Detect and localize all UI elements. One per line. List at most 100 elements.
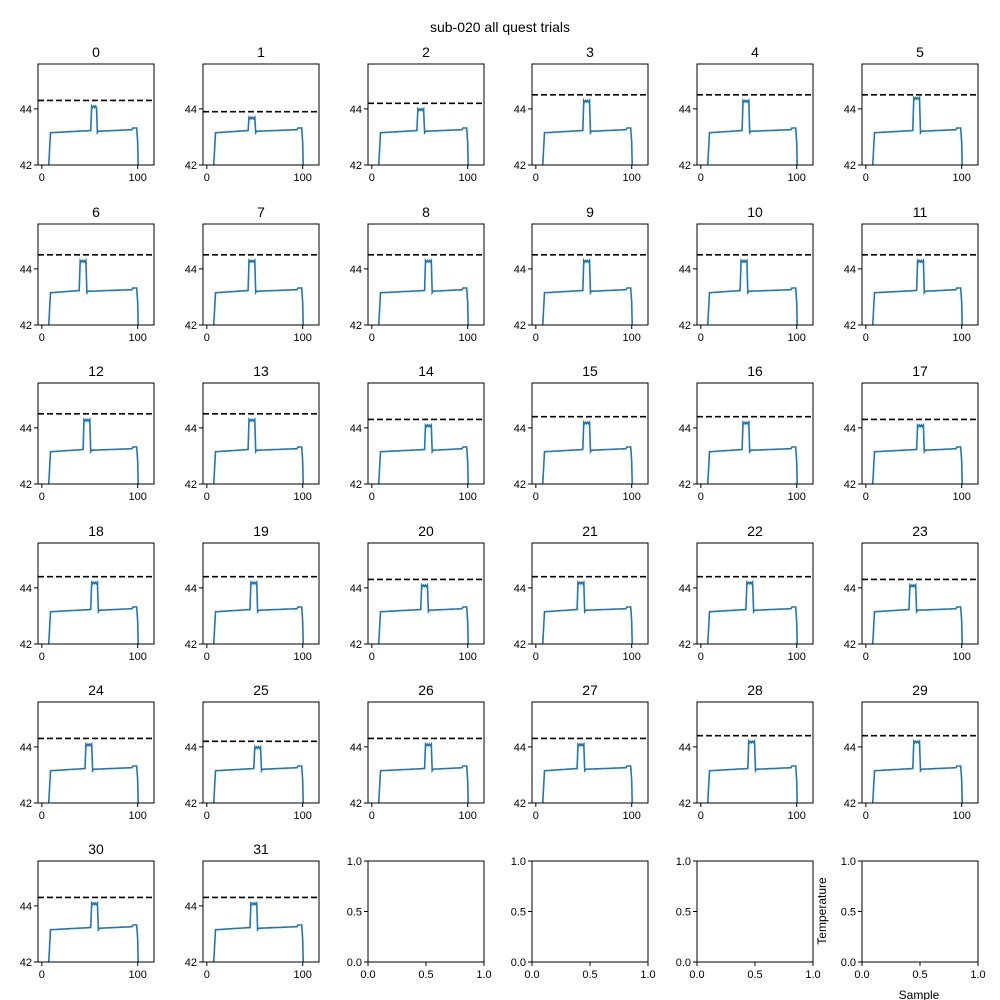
- x-tick-label: 100: [294, 810, 312, 822]
- x-tick-label: 0.0: [854, 969, 869, 981]
- y-tick-label: 44: [514, 742, 526, 754]
- x-tick-label: 0: [369, 651, 375, 663]
- y-tick-label: 44: [844, 583, 856, 595]
- y-tick-label: 42: [844, 798, 856, 810]
- x-tick-label: 100: [294, 332, 312, 344]
- temperature-trace: [377, 582, 470, 644]
- x-tick-label: 0.5: [747, 969, 762, 981]
- y-tick-label: 42: [679, 479, 691, 491]
- x-tick-label: 100: [294, 172, 312, 184]
- y-tick-label: 44: [679, 423, 691, 435]
- x-tick-label: 100: [953, 172, 971, 184]
- x-tick-label: 0.5: [418, 969, 433, 981]
- x-tick-label: 100: [129, 651, 147, 663]
- subplot: 0.00.0 0.5 0.5 1.0 1.0: [676, 856, 821, 981]
- x-tick-label: 100: [953, 810, 971, 822]
- x-tick-label: 100: [788, 172, 806, 184]
- x-tick-label: 1.0: [640, 969, 655, 981]
- x-tick-label: 0.5: [582, 969, 597, 981]
- x-tick-label: 100: [788, 332, 806, 344]
- x-tick-label: 100: [294, 491, 312, 503]
- x-tick-label: 0: [533, 651, 539, 663]
- axes-frame: [696, 63, 814, 166]
- subplot: 17 42 44 0 100: [844, 363, 979, 503]
- y-tick-label: 44: [844, 104, 856, 116]
- subplot-title: 19: [253, 523, 269, 539]
- axes-frame: [861, 223, 979, 326]
- x-tick-label: 100: [129, 332, 147, 344]
- temperature-trace: [871, 582, 964, 644]
- x-tick-label: 0: [204, 651, 210, 663]
- subplot: 31 42 44 0 100: [185, 841, 320, 981]
- subplot: 30 42 44 0 100: [20, 841, 155, 981]
- temperature-trace: [871, 422, 964, 484]
- subplot: 1 42 44 0 100: [185, 44, 320, 184]
- axes-frame: [202, 223, 320, 326]
- x-tick-label: 0.5: [912, 969, 927, 981]
- x-tick-label: 100: [459, 332, 477, 344]
- y-tick-label: 42: [185, 957, 197, 969]
- subplot-title: 28: [747, 682, 763, 698]
- temperature-trace: [377, 741, 470, 803]
- temperature-trace: [871, 258, 964, 325]
- x-tick-label: 100: [623, 172, 641, 184]
- axes-frame: [202, 860, 320, 963]
- y-tick-label: 0.0: [676, 957, 691, 969]
- y-tick-label: 44: [185, 104, 197, 116]
- temperature-trace: [47, 900, 140, 962]
- axes-frame: [202, 63, 320, 166]
- axes-frame: [37, 860, 155, 963]
- y-tick-label: 44: [20, 104, 32, 116]
- y-tick-label: 44: [679, 742, 691, 754]
- subplot-title: 17: [912, 363, 928, 379]
- axes-frame: [367, 542, 485, 645]
- subplot-title: 5: [916, 44, 924, 60]
- x-tick-label: 0: [698, 651, 704, 663]
- x-tick-label: 0: [533, 172, 539, 184]
- subplot: 28 42 44 0 100: [679, 682, 814, 822]
- y-tick-label: 0.0: [347, 957, 362, 969]
- y-tick-label: 42: [844, 639, 856, 651]
- y-tick-label: 0.5: [676, 907, 691, 919]
- x-tick-label: 1.0: [805, 969, 820, 981]
- y-tick-label: 42: [679, 639, 691, 651]
- subplot: 20 42 44 0 100: [350, 523, 485, 663]
- subplot: 15 42 44 0 100: [514, 363, 649, 503]
- subplot: 9 42 44 0 100: [514, 204, 649, 344]
- axes-frame: [202, 542, 320, 645]
- subplot-title: 23: [912, 523, 928, 539]
- y-tick-label: 44: [350, 104, 362, 116]
- y-tick-label: 44: [20, 742, 32, 754]
- subplot: 19 42 44 0 100: [185, 523, 320, 663]
- axes-frame: [696, 542, 814, 645]
- temperature-trace: [706, 258, 799, 325]
- temperature-trace: [377, 106, 470, 165]
- y-tick-label: 44: [514, 423, 526, 435]
- axes-frame: [37, 223, 155, 326]
- temperature-trace: [377, 258, 470, 325]
- x-tick-label: 0: [39, 491, 45, 503]
- x-tick-label: 100: [459, 810, 477, 822]
- subplot: 8 42 44 0 100: [350, 204, 485, 344]
- temperature-trace: [212, 258, 305, 325]
- subplot: 26 42 44 0 100: [350, 682, 485, 822]
- x-tick-label: 0: [698, 810, 704, 822]
- axes-frame: [202, 382, 320, 485]
- y-tick-label: 42: [679, 798, 691, 810]
- y-tick-label: 0.0: [841, 957, 856, 969]
- x-tick-label: 100: [623, 810, 641, 822]
- subplot-title: 2: [422, 44, 430, 60]
- y-tick-label: 42: [844, 320, 856, 332]
- x-tick-label: 100: [294, 969, 312, 981]
- y-tick-label: 44: [185, 264, 197, 276]
- subplot-title: 8: [422, 204, 430, 220]
- y-tick-label: 42: [514, 639, 526, 651]
- y-tick-label: 44: [350, 423, 362, 435]
- y-tick-label: 44: [350, 583, 362, 595]
- y-tick-label: 1.0: [841, 856, 856, 868]
- y-tick-label: 42: [185, 639, 197, 651]
- axes-frame: [696, 382, 814, 485]
- y-tick-label: 42: [20, 479, 32, 491]
- y-tick-label: 44: [20, 264, 32, 276]
